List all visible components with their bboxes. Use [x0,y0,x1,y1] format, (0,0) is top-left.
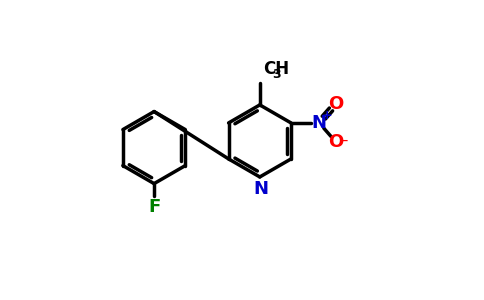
Text: N: N [312,114,327,132]
Text: CH: CH [263,60,289,78]
Text: O: O [328,133,343,151]
Text: F: F [148,198,160,216]
Text: N: N [254,180,269,198]
Text: O: O [328,95,343,113]
Text: 3: 3 [272,68,281,81]
Text: +: + [322,110,333,122]
Text: ⁻: ⁻ [340,135,348,153]
